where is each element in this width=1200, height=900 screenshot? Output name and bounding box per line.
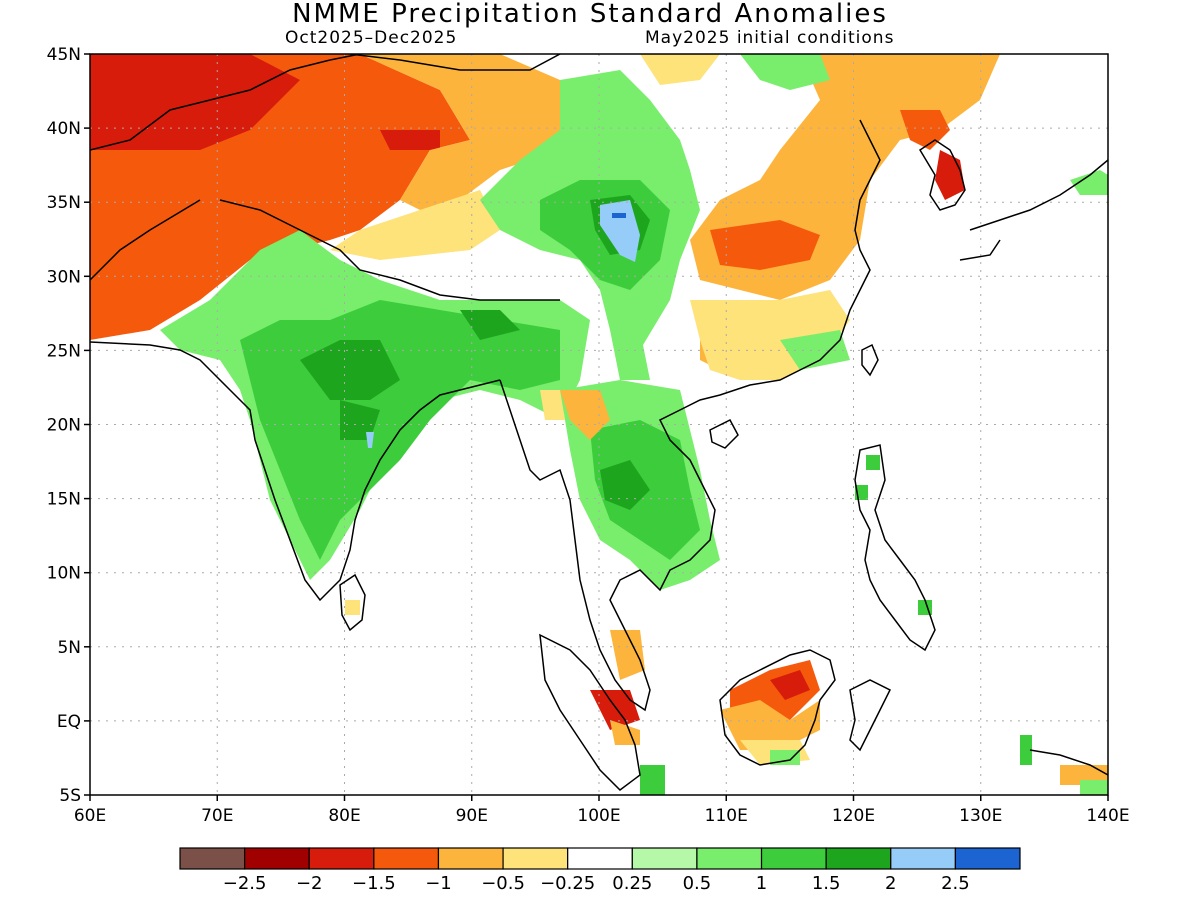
colorbar-label: 2.5 [941, 873, 970, 894]
colorbar-label: −2 [296, 873, 323, 894]
colorbar-swatch [825, 847, 892, 870]
colorbar-swatch [373, 847, 440, 870]
colorbar-label: −0.25 [540, 873, 595, 894]
colorbar-label: −0.5 [481, 873, 525, 894]
colorbar-swatch [696, 847, 763, 870]
sulawesi [849, 679, 892, 752]
graticule [90, 54, 1108, 795]
lat-label: 15N [47, 490, 81, 510]
axis-ticks [84, 53, 1109, 801]
new-guinea [1029, 749, 1108, 776]
sumatra [539, 633, 641, 791]
colorbar-swatch [437, 847, 504, 870]
lat-label: 20N [47, 416, 81, 436]
lat-label: 10N [47, 564, 81, 584]
coastlines [90, 54, 1108, 791]
strong-dry-northwest [90, 54, 300, 150]
taiwan [861, 343, 879, 377]
lon-label: 60E [74, 806, 106, 826]
colorbar-label: −2.5 [223, 873, 267, 894]
lat-label: 40N [47, 119, 81, 139]
lat-label: 30N [47, 267, 81, 287]
lon-label: 120E [832, 806, 875, 826]
colorbar-label: 0.5 [683, 873, 712, 894]
india-coastline [90, 341, 501, 602]
forecast-period: Oct2025–Dec2025 [285, 28, 458, 48]
lat-label: 5N [57, 638, 81, 658]
colorbar-swatch [502, 847, 569, 870]
colorbar-swatch [244, 847, 310, 870]
colorbar-swatch [890, 847, 956, 870]
lon-label: 130E [959, 806, 1002, 826]
korea [918, 139, 966, 211]
colorbar-swatch [567, 847, 633, 870]
very-wet-core [600, 200, 640, 262]
lon-label: 140E [1086, 806, 1129, 826]
dry-ring-northwest [360, 54, 600, 210]
map-title: NMME Precipitation Standard Anomalies [292, 0, 888, 29]
colorbar-label: −1 [425, 873, 452, 894]
hainan [709, 419, 739, 449]
colorbar-swatch [308, 847, 375, 870]
colorbar-swatch [760, 847, 827, 870]
colorbar-label: 1 [756, 873, 767, 894]
lon-label: 70E [201, 806, 233, 826]
initial-conditions: May2025 initial conditions [645, 28, 895, 48]
lon-label: 100E [577, 806, 620, 826]
borneo [719, 649, 836, 766]
colorbar [179, 847, 1021, 870]
north-borders [90, 54, 561, 301]
lon-label: 80E [328, 806, 360, 826]
lat-label: EQ [57, 712, 81, 732]
colorbar-label: −1.5 [352, 873, 396, 894]
lon-label: 90E [456, 806, 488, 826]
colorbar-label: 1.5 [812, 873, 841, 894]
colorbar-swatch [954, 847, 1021, 870]
lat-label: 45N [47, 45, 81, 65]
longitude-labels: 60E 70E 80E 90E 100E 110E 120E 130E 140E [74, 806, 1130, 826]
indochina-coast [499, 119, 881, 712]
colorbar-label: 2 [885, 873, 896, 894]
lat-label: 35N [47, 193, 81, 213]
philippines [854, 444, 936, 652]
lon-label: 110E [705, 806, 748, 826]
latitude-labels: 45N 40N 35N 30N 25N 20N 15N 10N 5N EQ 5S [47, 45, 81, 806]
colorbar-swatch [631, 847, 698, 870]
lat-label: 5S [59, 786, 81, 806]
japan [959, 159, 1108, 261]
colorbar-label: 0.25 [612, 873, 652, 894]
colorbar-swatch [179, 847, 246, 870]
sri-lanka [339, 573, 366, 632]
lat-label: 25N [47, 341, 81, 361]
colorbar-labels: −2.5 −2 −1.5 −1 −0.5 −0.25 0.25 0.5 1 1.5 2 2.5 [223, 873, 970, 894]
